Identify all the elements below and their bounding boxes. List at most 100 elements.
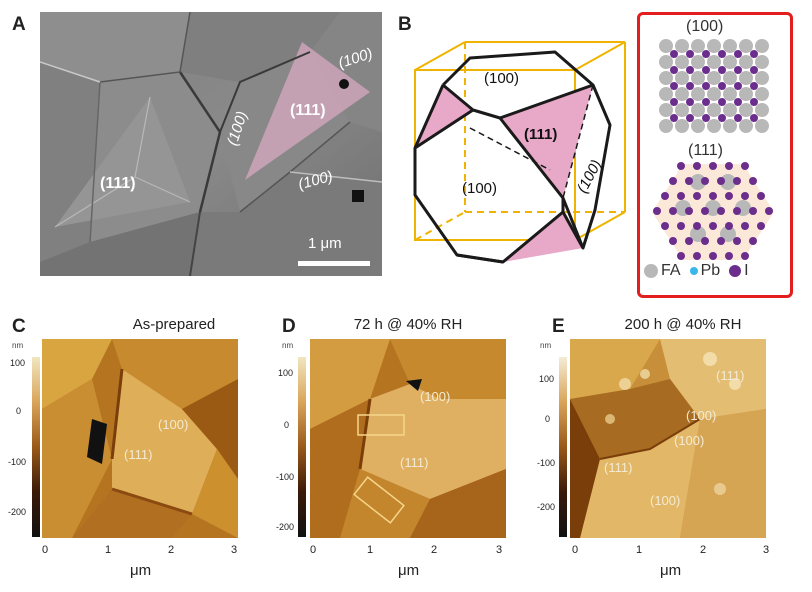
afm-e-xtick-1: 1 <box>636 544 643 556</box>
lattice-100-fa-atom <box>723 71 737 85</box>
lattice-100-i-atom <box>718 98 726 106</box>
lattice-100-i-atom <box>686 50 694 58</box>
afm-c-facet-111: (111) <box>124 447 153 462</box>
lattice-100-fa-atom <box>691 103 705 117</box>
crystal-111-tri-left <box>415 85 473 148</box>
lattice-100-fa-atom <box>739 71 753 85</box>
crystal-label-front: (100) <box>462 180 498 197</box>
afm-d-xtick-0: 0 <box>310 544 317 556</box>
lattice-100-fa-atom <box>723 119 737 133</box>
lattice-100-fa-atom <box>707 119 721 133</box>
lattice-100-fa-atom <box>755 87 769 101</box>
lattice-100-i-atom <box>686 66 694 74</box>
sem-label-111-left: (111) <box>100 175 136 192</box>
lattice-100-i-atom <box>670 114 678 122</box>
lattice-111-i-atom <box>669 177 677 185</box>
afm-c-colorbar-unit: nm <box>12 341 24 350</box>
lattice-100-i-atom <box>718 50 726 58</box>
lattice-100-fa-atom <box>659 39 673 53</box>
panel-letter-d: D <box>282 316 296 337</box>
afm-d-cb-tick-100: 100 <box>278 368 294 378</box>
lattice-100-fa-atom <box>659 119 673 133</box>
lattice-111-i-atom <box>717 237 725 245</box>
lattice-100-fa-atom <box>691 87 705 101</box>
afm-c-cb-tick-100: 100 <box>10 358 26 368</box>
lattice-100-i-atom <box>718 114 726 122</box>
lattice-111-i-atom <box>757 222 765 230</box>
lattice-111-i-atom <box>677 252 685 260</box>
lattice-100-fa-atom <box>659 103 673 117</box>
lattice-111-i-atom <box>693 192 701 200</box>
sem-111-facet-highlight <box>245 42 370 180</box>
lattice-100-fa-atom <box>755 103 769 117</box>
lattice-111-i-atom <box>653 207 661 215</box>
panel-letter-e: E <box>552 316 565 337</box>
afm-c-xtick-3: 3 <box>231 544 238 556</box>
lattice-111-i-atom <box>669 207 677 215</box>
lattice-100-fa-atom <box>675 55 689 69</box>
lattice-111-i-atom <box>749 177 757 185</box>
lattice-100-fa-atom <box>675 71 689 85</box>
lattice-100-i-atom <box>750 50 758 58</box>
lattice-111-fa-atom <box>690 226 706 242</box>
afm-d-cb-tick-0: 0 <box>284 420 290 430</box>
lattice-100-fa-atom <box>755 71 769 85</box>
sem-pit-round <box>339 79 349 89</box>
afm-d-colorbar-unit: nm <box>282 341 294 350</box>
afm-d-cb-tick-m100: -100 <box>276 472 295 482</box>
lattice-111-fa-atom <box>720 226 736 242</box>
crystal-edges <box>413 50 612 264</box>
lattice-100-i-atom <box>686 114 694 122</box>
afm-c-xtick-1: 1 <box>105 544 112 556</box>
lattice-100-i-atom <box>750 82 758 90</box>
afm-e-facet-111-top: (111) <box>716 368 745 383</box>
lattice-100-fa-atom <box>691 39 705 53</box>
lattice-100-fa-atom <box>739 103 753 117</box>
crystal-label-tri: (111) <box>524 126 558 143</box>
lattice-111-i-atom <box>693 222 701 230</box>
lattice-111-i-atom <box>701 177 709 185</box>
lattice-111-i-atom <box>741 222 749 230</box>
afm-c-cb-tick-0: 0 <box>16 406 22 416</box>
lattice-111-i-atom <box>685 207 693 215</box>
lattice-111-i-atom <box>661 192 669 200</box>
sem-pit-square <box>352 190 364 202</box>
afm-c-xlabel: μm <box>130 562 152 579</box>
lattice-100-i-atom <box>750 98 758 106</box>
afm-e-colorbar-unit: nm <box>540 341 552 350</box>
lattice-111-i-atom <box>709 222 717 230</box>
lattice-100-fa-atom <box>755 39 769 53</box>
lattice-100-fa-atom <box>691 71 705 85</box>
lattice-111-i-atom <box>677 192 685 200</box>
sem-label-111-big: (111) <box>290 102 326 119</box>
afm-e-cb-tick-100: 100 <box>539 374 555 384</box>
lattice-111-i-atom <box>741 162 749 170</box>
lattice-legend: FA Pb I <box>644 262 749 280</box>
afm-d-xtick-1: 1 <box>367 544 374 556</box>
lattice-111-i-atom <box>677 222 685 230</box>
lattice-100-fa-atom <box>675 39 689 53</box>
lattice-111-i-atom <box>709 252 717 260</box>
lattice-111-i-atom <box>749 207 757 215</box>
lattice-100-i-atom <box>702 82 710 90</box>
legend-pb-label: Pb <box>700 262 721 279</box>
lattice-100-fa-atom <box>675 103 689 117</box>
afm-c-colorbar <box>32 357 40 537</box>
lattice-100-i-atom <box>670 82 678 90</box>
lattice-100-fa-atom <box>707 55 721 69</box>
afm-c-facet-100: (100) <box>158 417 189 432</box>
afm-e-cb-tick-m200: -200 <box>537 502 556 512</box>
lattice-100-i-atom <box>734 50 742 58</box>
panel-letter-b: B <box>398 14 412 35</box>
crystal-111-tri-center <box>500 85 593 198</box>
lattice-111-i-atom <box>725 252 733 260</box>
lattice-100-fa-atom <box>739 39 753 53</box>
lattice-100-i-atom <box>734 82 742 90</box>
afm-d-xtick-2: 2 <box>431 544 438 556</box>
crystal-111-tri-bottom <box>503 212 583 262</box>
lattice-100-i-atom <box>750 114 758 122</box>
lattice-111-i-atom <box>693 162 701 170</box>
lattice-100-fa-atom <box>707 87 721 101</box>
afm-e-xtick-0: 0 <box>572 544 579 556</box>
lattice-111-fa-atom <box>705 200 721 216</box>
